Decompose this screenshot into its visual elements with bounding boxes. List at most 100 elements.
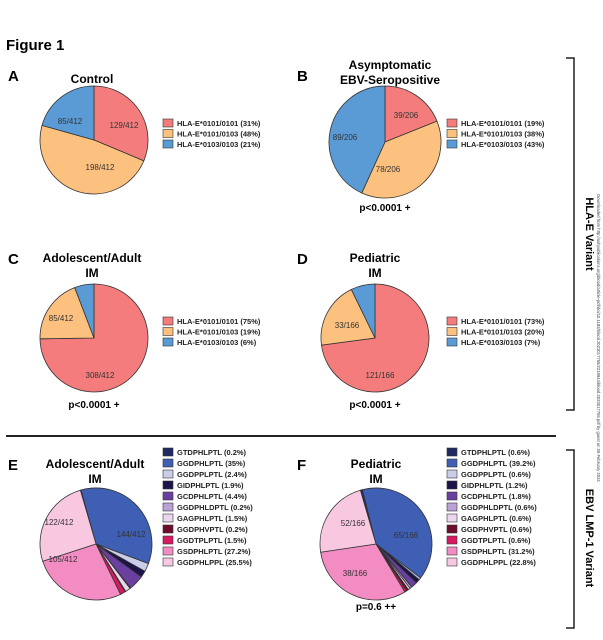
pie-slice [39, 124, 145, 195]
panel-letter: A [8, 68, 19, 85]
slice-label: 78/206 [376, 165, 401, 174]
legend-swatch [162, 535, 174, 545]
pie-slice [39, 287, 95, 340]
legend-label: GGDPHVPTL (0.2%) [177, 525, 248, 534]
panel-title: IM [368, 266, 381, 280]
panel-letter: D [297, 251, 308, 268]
legend-label: GGDPPLPTL (0.6%) [461, 470, 531, 479]
legend-label: HLA-E*0101/0101 (31%) [177, 119, 261, 128]
legend-label: GGDPHLPPL (25.5%) [177, 558, 252, 567]
panel-letter: B [297, 68, 308, 85]
pie-slice [41, 85, 95, 141]
legend-label: GSDPHLPTL (27.2%) [177, 547, 251, 556]
legend-label: GAGPHLPTL (1.5%) [177, 514, 248, 523]
legend-label: HLA-E*0103/0103 (43%) [461, 140, 545, 149]
pie-slice [74, 283, 95, 339]
legend-swatch [446, 327, 458, 336]
legend-swatch [446, 546, 458, 556]
panel-title: EBV-Seropositive [340, 73, 440, 87]
legend-swatch [446, 337, 458, 347]
pie-slice [350, 283, 376, 339]
slice-label: 144/412 [117, 530, 146, 539]
legend-swatch [162, 337, 174, 347]
p-value: p<0.0001 + [349, 400, 400, 411]
legend-label: HLA-E*0103/0103 (7%) [461, 338, 541, 347]
legend-swatch [162, 316, 174, 326]
legend-swatch [162, 447, 174, 457]
slice-label: 198/412 [86, 163, 115, 172]
lmp1-bracket [566, 449, 575, 629]
slice-label: 121/166 [366, 371, 395, 380]
slice-label: 85/412 [58, 117, 83, 126]
legend-swatch [446, 524, 458, 534]
pie-slice [320, 288, 376, 346]
panel-title: IM [369, 472, 382, 486]
panel-title: IM [88, 472, 101, 486]
pie-slice [328, 85, 386, 194]
legend-swatch [162, 491, 174, 501]
legend-swatch [446, 458, 458, 468]
legend-swatch [162, 139, 174, 149]
figure-title: Figure 1 [6, 37, 64, 54]
legend-swatch [446, 139, 458, 149]
p-value: p=0.6 ++ [356, 602, 396, 613]
slice-label: 85/412 [49, 314, 74, 323]
pie-slice [320, 543, 406, 601]
panel-title: Adolescent/Adult [46, 457, 145, 471]
legend-swatch [162, 118, 174, 128]
legend-swatch [162, 546, 174, 556]
legend-swatch [446, 491, 458, 501]
legend-swatch [446, 502, 458, 512]
legend-label: HLA-E*0101/0103 (48%) [177, 130, 261, 139]
hla-e-bracket [566, 57, 575, 411]
legend-label: HLA-E*0101/0101 (75%) [177, 317, 261, 326]
legend-swatch [446, 316, 458, 326]
legend-label: GGDPHLDPTL (0.2%) [177, 503, 253, 512]
legend-label: HLA-E*0101/0103 (19%) [177, 328, 261, 337]
p-value: p<0.0001 + [68, 400, 119, 411]
side-label-lmp1: EBV LMP-1 Variant [583, 489, 595, 588]
pie-slice [361, 487, 433, 579]
panels: A Control 129/412 198/412 85/412 HLA-E*0101/0… [8, 58, 545, 613]
legend-label: HLA-E*0103/0103 (21%) [177, 140, 261, 149]
legend-label: HLA-E*0103/0103 (6%) [177, 338, 257, 347]
panel-title: Pediatric [350, 251, 401, 265]
slice-label: 52/166 [341, 519, 366, 528]
legend-label: GCDPHLPTL (1.8%) [461, 492, 531, 501]
slice-label: 38/166 [343, 569, 368, 578]
legend-swatch [162, 129, 174, 138]
pie-slice [42, 543, 122, 601]
legend-label: GGDPHLPTL (35%) [177, 459, 246, 468]
legend-swatch [446, 447, 458, 457]
panel-title: Asymptomatic [349, 58, 432, 72]
pie-slice [384, 85, 438, 143]
legend-swatch [162, 524, 174, 534]
slice-label: 89/206 [333, 133, 358, 142]
pie-slice [39, 489, 97, 562]
slice-label: 65/166 [394, 531, 419, 540]
legend-label: GIDPHLPTL (1.2%) [461, 481, 528, 490]
legend-swatch [162, 480, 174, 490]
legend-label: GGDTPLPTL (0.6%) [461, 536, 531, 545]
panel-letter: F [297, 457, 306, 474]
slice-label: 33/166 [335, 321, 360, 330]
legend-label: HLA-E*0101/0103 (38%) [461, 130, 545, 139]
legend-label: GGDTPLPTL (1.5%) [177, 536, 247, 545]
doi-watermark: Downloaded from http://ashpublications.o… [596, 194, 601, 482]
panel-title: Control [71, 72, 114, 86]
slice-label: 308/412 [86, 371, 115, 380]
legend-label: HLA-E*0101/0103 (20%) [461, 328, 545, 337]
p-value: p<0.0001 + [359, 203, 410, 214]
side-label-hla-e: HLA-E Variant [583, 197, 595, 271]
slice-label: 122/412 [45, 518, 74, 527]
legend-swatch [162, 327, 174, 336]
panel-letter: C [8, 251, 19, 268]
legend-swatch [446, 118, 458, 128]
legend-swatch [162, 458, 174, 468]
legend-label: GGDPPLPTL (2.4%) [177, 470, 247, 479]
pie-slice [93, 85, 149, 162]
slice-label: 129/412 [110, 121, 139, 130]
